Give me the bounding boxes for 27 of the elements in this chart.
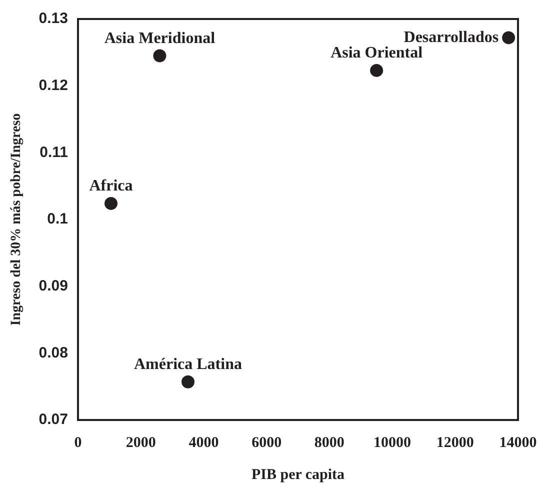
annotation: Africa <box>89 178 133 195</box>
point <box>181 375 194 388</box>
x-tick-label: 6000 <box>252 434 282 451</box>
y-tick-label: 0.1 <box>47 210 68 228</box>
annotation: Desarrollados <box>404 28 499 46</box>
x-tick-label: 4000 <box>188 434 219 451</box>
x-tick-label: 10000 <box>374 434 412 451</box>
point <box>370 64 384 77</box>
y-tick-label: 0.13 <box>38 10 68 28</box>
y-axis-title: Ingreso del 30% más pobre/Ingreso <box>9 113 24 326</box>
x-tick-label: 8000 <box>314 434 344 451</box>
point <box>104 196 118 210</box>
x-tick-label: 2000 <box>126 434 156 451</box>
annotation: Asia Oriental <box>330 44 424 62</box>
x-axis-title: PIB per capita <box>251 466 346 483</box>
point <box>502 31 516 44</box>
y-tick-label: 0.11 <box>40 144 68 161</box>
y-tick-label: 0.07 <box>38 411 68 428</box>
y-tick-label: 0.12 <box>38 76 68 94</box>
annotation: América Latina <box>134 356 242 374</box>
x-tick-label: 0 <box>74 434 82 451</box>
y-tick-label: 0.09 <box>38 277 68 294</box>
annotation: Asia Meridional <box>104 30 216 47</box>
x-tick-label: 14000 <box>499 434 537 451</box>
y-tick-label: 0.08 <box>38 344 68 362</box>
x-tick-label: 12000 <box>436 434 474 451</box>
point <box>153 49 166 62</box>
